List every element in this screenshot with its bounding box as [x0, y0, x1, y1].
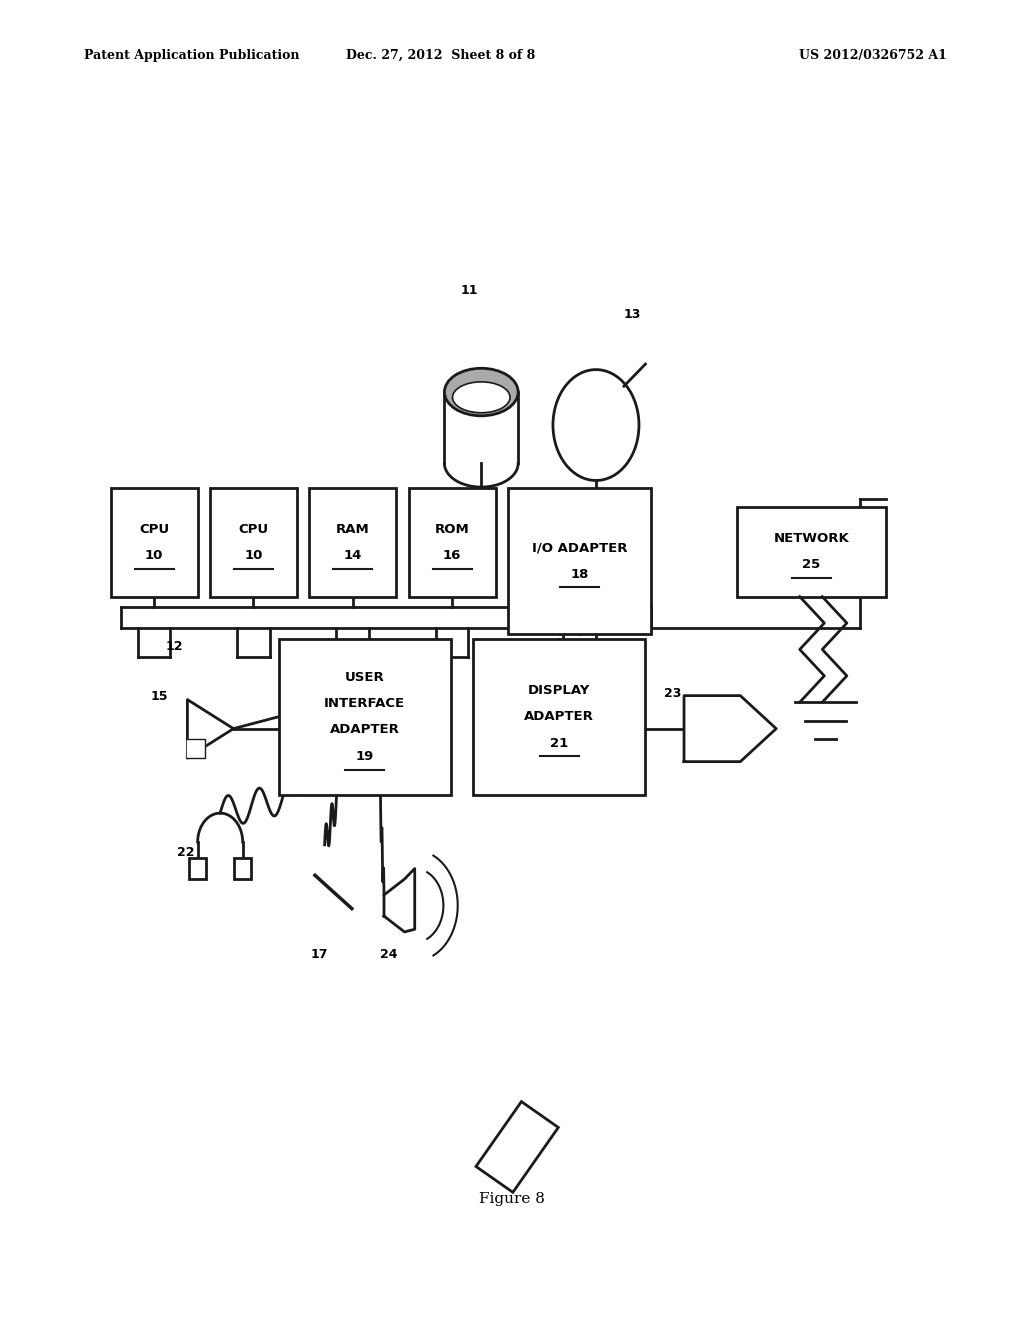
Polygon shape: [684, 696, 776, 762]
Text: NETWORK: NETWORK: [774, 532, 849, 545]
Text: 13: 13: [624, 308, 640, 321]
Text: CPU: CPU: [239, 523, 268, 536]
Text: 15: 15: [151, 690, 168, 704]
Bar: [508, 488, 651, 634]
Text: 12: 12: [166, 640, 183, 653]
Bar: [234, 858, 251, 879]
Text: 16: 16: [443, 549, 461, 562]
Text: 25: 25: [803, 558, 820, 572]
Text: 22: 22: [177, 846, 195, 859]
Bar: [737, 507, 886, 597]
Bar: [111, 488, 198, 597]
Bar: [476, 1102, 558, 1192]
Polygon shape: [187, 700, 233, 758]
Text: 24: 24: [380, 948, 398, 961]
Text: 17: 17: [310, 948, 329, 961]
Ellipse shape: [444, 368, 518, 416]
Text: I/O ADAPTER: I/O ADAPTER: [531, 541, 628, 554]
Text: INTERFACE: INTERFACE: [324, 697, 406, 710]
Text: 21: 21: [550, 737, 568, 750]
Text: 18: 18: [570, 568, 589, 581]
Bar: [210, 488, 297, 597]
Text: Dec. 27, 2012  Sheet 8 of 8: Dec. 27, 2012 Sheet 8 of 8: [346, 49, 535, 62]
Text: ROM: ROM: [435, 523, 469, 536]
Text: Figure 8: Figure 8: [479, 1192, 545, 1205]
Text: 11: 11: [460, 284, 478, 297]
Text: Patent Application Publication: Patent Application Publication: [84, 49, 299, 62]
Bar: [189, 858, 206, 879]
Text: CPU: CPU: [139, 523, 169, 536]
Text: 10: 10: [245, 549, 262, 562]
Bar: [309, 488, 396, 597]
Text: USER: USER: [345, 671, 384, 684]
Text: 23: 23: [664, 686, 681, 700]
Polygon shape: [384, 869, 415, 932]
Text: 19: 19: [355, 750, 374, 763]
Bar: [409, 488, 496, 597]
Bar: [473, 639, 645, 795]
Text: 14: 14: [344, 549, 361, 562]
Bar: [279, 639, 451, 795]
Text: US 2012/0326752 A1: US 2012/0326752 A1: [799, 49, 946, 62]
Text: ADAPTER: ADAPTER: [330, 723, 399, 737]
Text: 10: 10: [145, 549, 163, 562]
Ellipse shape: [453, 381, 510, 413]
Text: ADAPTER: ADAPTER: [524, 710, 594, 723]
Polygon shape: [187, 739, 205, 758]
Text: DISPLAY: DISPLAY: [528, 684, 590, 697]
Text: RAM: RAM: [336, 523, 370, 536]
